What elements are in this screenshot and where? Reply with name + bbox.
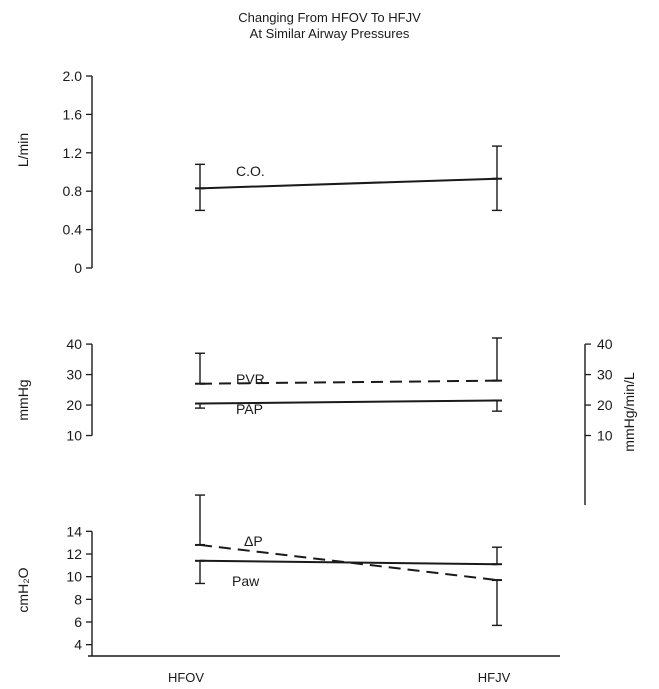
y-tick-label-3: 10 (66, 569, 82, 585)
series-label-pvr: PVR (236, 371, 265, 387)
y-tick-label-right: 40 (597, 336, 613, 352)
y-axis-label-right: mmHg/min/L (621, 372, 637, 452)
y-axis-label-2: mmHg (15, 379, 31, 420)
y-tick-label-2: 10 (66, 428, 82, 444)
series-line-pap (199, 399, 498, 405)
series-line-paw (199, 559, 498, 566)
y-tick-label-1: 2.0 (63, 68, 83, 84)
y-tick-label-3: 12 (66, 546, 82, 562)
series-label-paw: Paw (232, 573, 260, 589)
y-tick-label-2: 20 (66, 397, 82, 413)
y-tick-label-1: 1.6 (63, 106, 83, 122)
y-tick-label-1: 0 (74, 260, 82, 276)
y-tick-label-2: 30 (66, 367, 82, 383)
y-axis-label-3: cmH₂O (15, 567, 31, 612)
y-tick-label-1: 0.4 (63, 222, 83, 238)
y-tick-label-3: 4 (74, 637, 82, 653)
y-tick-label-1: 1.2 (63, 145, 83, 161)
y-tick-label-right: 30 (597, 367, 613, 383)
y-tick-label-right: 20 (597, 397, 613, 413)
series-line-pvr (199, 379, 498, 385)
y-tick-label-1: 0.8 (63, 183, 83, 199)
series-label-c-o: C.O. (236, 163, 265, 179)
y-tick-label-3: 14 (66, 523, 82, 539)
series-line-p (199, 543, 498, 582)
x-tick-label-hfov: HFOV (168, 670, 204, 685)
y-tick-label-2: 40 (66, 336, 82, 352)
series-label-p: ΔP (244, 533, 263, 549)
series-label-pap: PAP (236, 401, 263, 417)
series-line-c-o (199, 177, 498, 190)
y-tick-label-3: 8 (74, 591, 82, 607)
y-axis-label-1: L/min (15, 133, 31, 167)
chart-title: Changing From HFOV To HFJV (238, 10, 421, 25)
x-tick-label-hfjv: HFJV (478, 670, 511, 685)
chart-subtitle: At Similar Airway Pressures (249, 26, 410, 41)
y-tick-label-right: 10 (597, 428, 613, 444)
y-tick-label-3: 6 (74, 614, 82, 630)
